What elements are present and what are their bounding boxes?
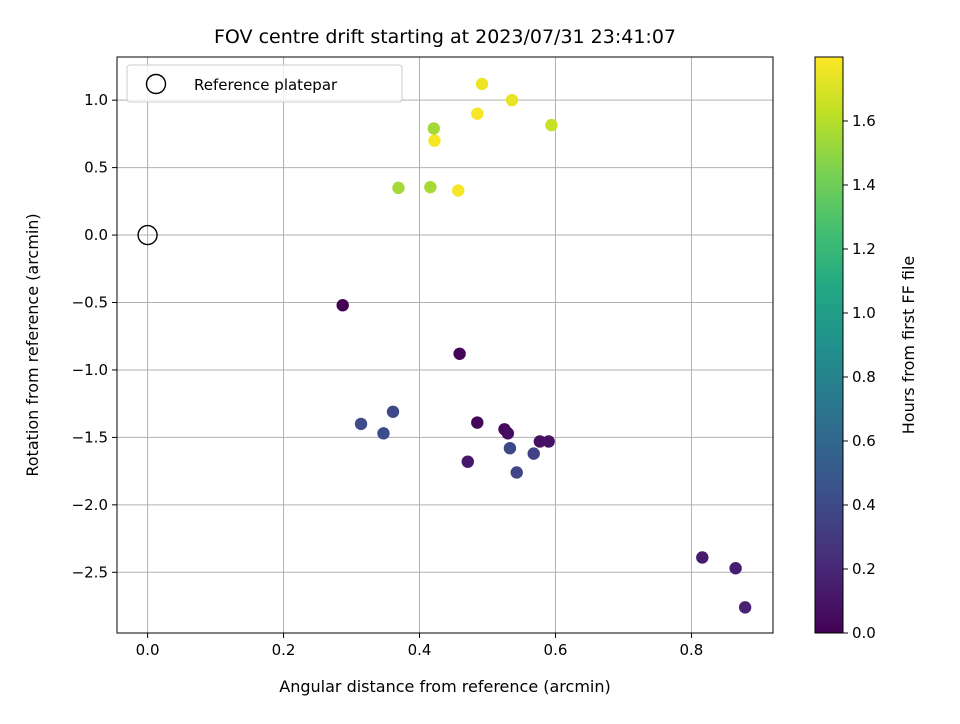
legend: Reference platepar — [126, 64, 403, 103]
data-point — [452, 184, 465, 197]
data-point — [428, 134, 441, 147]
data-point — [336, 299, 349, 312]
data-point — [471, 416, 484, 429]
colorbar-tick-label: 1.2 — [852, 240, 876, 258]
data-point — [453, 347, 466, 360]
colorbar-label: Hours from first FF file — [899, 256, 918, 435]
data-point — [501, 427, 515, 440]
grid-lines — [117, 57, 773, 633]
data-point — [729, 562, 742, 575]
colorbar-tick-label: 0.6 — [852, 432, 876, 450]
data-point — [545, 118, 558, 132]
colorbar-tick-label: 0.4 — [852, 496, 876, 514]
y-tick-label: 0.5 — [84, 159, 108, 177]
colorbar-tick-label: 1.6 — [852, 112, 876, 130]
y-tick-label: −0.5 — [72, 294, 108, 312]
colorbar-tick-label: 0.8 — [852, 368, 876, 386]
legend-open-circle-marker — [145, 73, 167, 95]
data-point — [503, 441, 517, 455]
data-point — [475, 77, 489, 91]
chart-title: FOV centre drift starting at 2023/07/31 … — [214, 26, 676, 48]
x-axis-label: Angular distance from reference (arcmin) — [279, 677, 610, 696]
colorbar-ticks: 0.0 0.2 0.4 0.6 0.8 1.0 1.2 1.4 1.6 — [843, 112, 876, 642]
data-point — [386, 405, 400, 418]
plot-area-frame — [116, 56, 774, 634]
data-point — [505, 93, 519, 107]
y-tick-label: 1.0 — [84, 91, 108, 109]
data-point — [738, 601, 752, 614]
colorbar-tick-label: 0.2 — [852, 560, 876, 578]
data-point — [696, 551, 709, 564]
colorbar-gradient — [814, 56, 844, 634]
y-axis-label: Rotation from reference (arcmin) — [23, 213, 42, 476]
data-point — [510, 466, 523, 479]
x-tick-label: 0.8 — [679, 641, 703, 659]
colorbar: 0.0 0.2 0.4 0.6 0.8 1.0 1.2 1.4 1.6 Hours from f… — [814, 56, 918, 642]
reference-platepar-marker — [137, 224, 158, 246]
legend-box — [126, 64, 403, 103]
y-tick-label: −2.0 — [72, 496, 108, 514]
data-point — [392, 181, 405, 195]
data-point — [424, 180, 437, 194]
data-point — [542, 435, 555, 448]
data-point — [427, 122, 440, 135]
y-tick-label: −1.0 — [72, 361, 108, 379]
x-tick-label: 0.2 — [272, 641, 296, 659]
x-tick-label: 0.0 — [136, 641, 160, 659]
x-tick-label: 0.6 — [544, 641, 568, 659]
y-tick-label: −1.5 — [72, 428, 108, 446]
data-point — [527, 447, 540, 460]
legend-label: Reference platepar — [194, 76, 338, 94]
data-point — [354, 417, 368, 431]
data-point — [461, 455, 474, 468]
x-axis-ticks: 0.0 0.2 0.4 0.6 0.8 — [136, 633, 703, 659]
colorbar-tick-label: 0.0 — [852, 624, 876, 642]
colorbar-tick-label: 1.0 — [852, 304, 876, 322]
colorbar-tick-label: 1.4 — [852, 176, 876, 194]
data-point — [377, 427, 390, 440]
data-point — [533, 435, 547, 448]
data-point — [471, 107, 484, 120]
y-axis-ticks: −2.5 −2.0 −1.5 −1.0 −0.5 0.0 0.5 1.0 — [72, 91, 117, 581]
y-tick-label: 0.0 — [84, 226, 108, 244]
x-tick-label: 0.4 — [408, 641, 432, 659]
y-tick-label: −2.5 — [72, 563, 108, 581]
data-points — [137, 77, 752, 614]
